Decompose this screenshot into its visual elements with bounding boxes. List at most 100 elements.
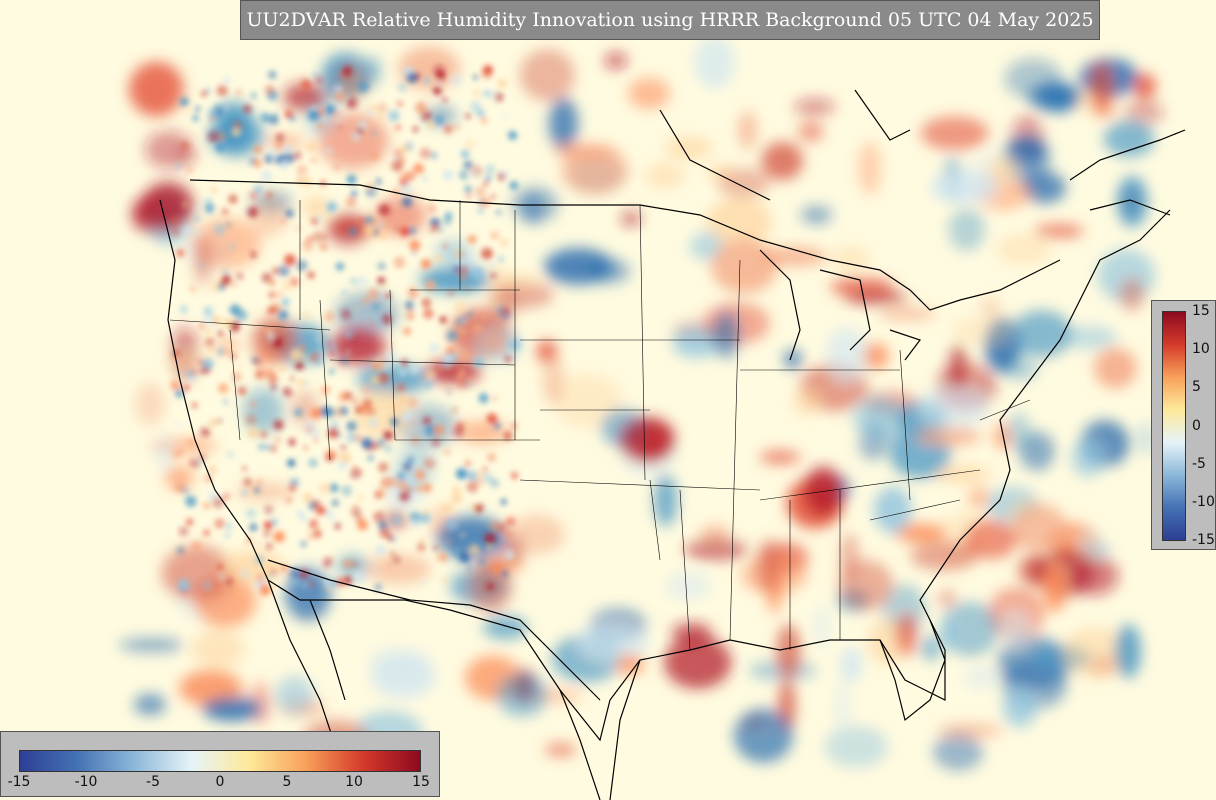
innovation-speck bbox=[207, 108, 218, 119]
innovation-blob bbox=[542, 355, 565, 405]
innovation-speck bbox=[455, 318, 463, 326]
innovation-speck bbox=[399, 490, 410, 502]
innovation-blob bbox=[1116, 176, 1148, 227]
innovation-speck bbox=[475, 470, 484, 478]
innovation-speck bbox=[350, 131, 362, 142]
innovation-speck bbox=[409, 365, 419, 375]
innovation-speck bbox=[364, 224, 376, 236]
innovation-speck bbox=[185, 495, 197, 508]
innovation-speck bbox=[426, 203, 437, 214]
innovation-speck bbox=[393, 256, 406, 269]
innovation-speck bbox=[400, 182, 413, 195]
innovation-speck bbox=[374, 583, 382, 591]
innovation-speck bbox=[174, 388, 184, 398]
innovation-speck bbox=[251, 356, 259, 364]
innovation-speck bbox=[364, 181, 374, 191]
innovation-speck bbox=[177, 546, 185, 554]
innovation-speck bbox=[253, 145, 262, 154]
innovation-speck bbox=[439, 316, 446, 324]
innovation-blob bbox=[894, 523, 946, 543]
innovation-speck bbox=[308, 458, 318, 468]
innovation-speck bbox=[429, 343, 439, 353]
innovation-speck bbox=[191, 541, 202, 552]
innovation-speck bbox=[403, 327, 411, 336]
innovation-speck bbox=[334, 522, 341, 529]
innovation-blob bbox=[664, 636, 732, 689]
innovation-blob bbox=[718, 168, 770, 199]
innovation-speck bbox=[254, 371, 262, 379]
innovation-speck bbox=[222, 76, 232, 85]
innovation-speck bbox=[404, 466, 409, 472]
innovation-speck bbox=[253, 184, 263, 195]
innovation-speck bbox=[221, 274, 232, 285]
innovation-speck bbox=[397, 83, 407, 93]
innovation-speck bbox=[335, 353, 340, 358]
innovation-speck bbox=[420, 258, 432, 270]
horizontal-colorbar-gradient bbox=[19, 750, 421, 772]
innovation-speck bbox=[202, 358, 214, 370]
innovation-blob bbox=[645, 163, 685, 189]
innovation-speck bbox=[303, 492, 313, 503]
innovation-speck bbox=[319, 242, 328, 251]
innovation-speck bbox=[466, 565, 472, 571]
innovation-speck bbox=[459, 351, 469, 361]
colorbar-tick: -5 bbox=[146, 774, 160, 790]
innovation-blob bbox=[1061, 326, 1118, 350]
innovation-speck bbox=[486, 544, 492, 551]
innovation-speck bbox=[422, 378, 434, 390]
florida bbox=[879, 619, 946, 722]
innovation-speck bbox=[337, 460, 348, 471]
innovation-speck bbox=[267, 148, 280, 161]
innovation-speck bbox=[237, 254, 244, 262]
innovation-speck bbox=[464, 422, 471, 429]
innovation-speck bbox=[422, 176, 428, 182]
innovation-speck bbox=[325, 147, 334, 155]
innovation-speck bbox=[377, 261, 386, 271]
innovation-speck bbox=[414, 485, 422, 492]
innovation-speck bbox=[378, 253, 383, 258]
innovation-speck bbox=[240, 568, 250, 579]
innovation-speck bbox=[492, 301, 500, 309]
innovation-blob bbox=[119, 638, 184, 653]
innovation-speck bbox=[192, 114, 199, 122]
innovation-blob bbox=[1089, 62, 1114, 112]
innovation-speck bbox=[209, 280, 222, 293]
innovation-blob bbox=[858, 141, 882, 196]
innovation-speck bbox=[299, 514, 308, 523]
colorbar-tick: -5 bbox=[1192, 456, 1206, 472]
innovation-blob bbox=[755, 539, 781, 591]
innovation-speck bbox=[358, 403, 370, 415]
innovation-blob bbox=[917, 387, 989, 429]
innovation-speck bbox=[242, 466, 247, 471]
baja bbox=[267, 579, 346, 761]
innovation-speck bbox=[176, 349, 181, 355]
innovation-blob bbox=[1119, 277, 1145, 312]
innovation-speck bbox=[450, 74, 463, 86]
innovation-speck bbox=[412, 437, 419, 444]
innovation-speck bbox=[435, 366, 442, 373]
innovation-speck bbox=[442, 169, 454, 181]
innovation-speck bbox=[460, 532, 465, 538]
innovation-speck bbox=[466, 380, 472, 387]
innovation-speck bbox=[344, 575, 354, 585]
us-outline bbox=[159, 199, 1171, 742]
innovation-speck bbox=[176, 355, 187, 366]
innovation-blob bbox=[1011, 310, 1072, 358]
innovation-blob bbox=[1034, 224, 1084, 238]
innovation-speck bbox=[505, 530, 513, 538]
innovation-speck bbox=[464, 139, 475, 150]
innovation-blob bbox=[968, 486, 990, 509]
colorbar-tick: 0 bbox=[1192, 418, 1201, 434]
innovation-blob bbox=[850, 395, 903, 438]
innovation-speck bbox=[493, 92, 504, 102]
innovation-speck bbox=[336, 432, 342, 438]
innovation-speck bbox=[200, 427, 211, 437]
innovation-speck bbox=[186, 166, 193, 174]
innovation-speck bbox=[318, 483, 330, 495]
state-borders bbox=[169, 200, 1031, 651]
innovation-blob bbox=[896, 613, 917, 657]
innovation-speck bbox=[484, 164, 496, 175]
innovation-speck bbox=[446, 330, 458, 342]
innovation-speck bbox=[307, 271, 315, 279]
innovation-speck bbox=[337, 124, 344, 130]
